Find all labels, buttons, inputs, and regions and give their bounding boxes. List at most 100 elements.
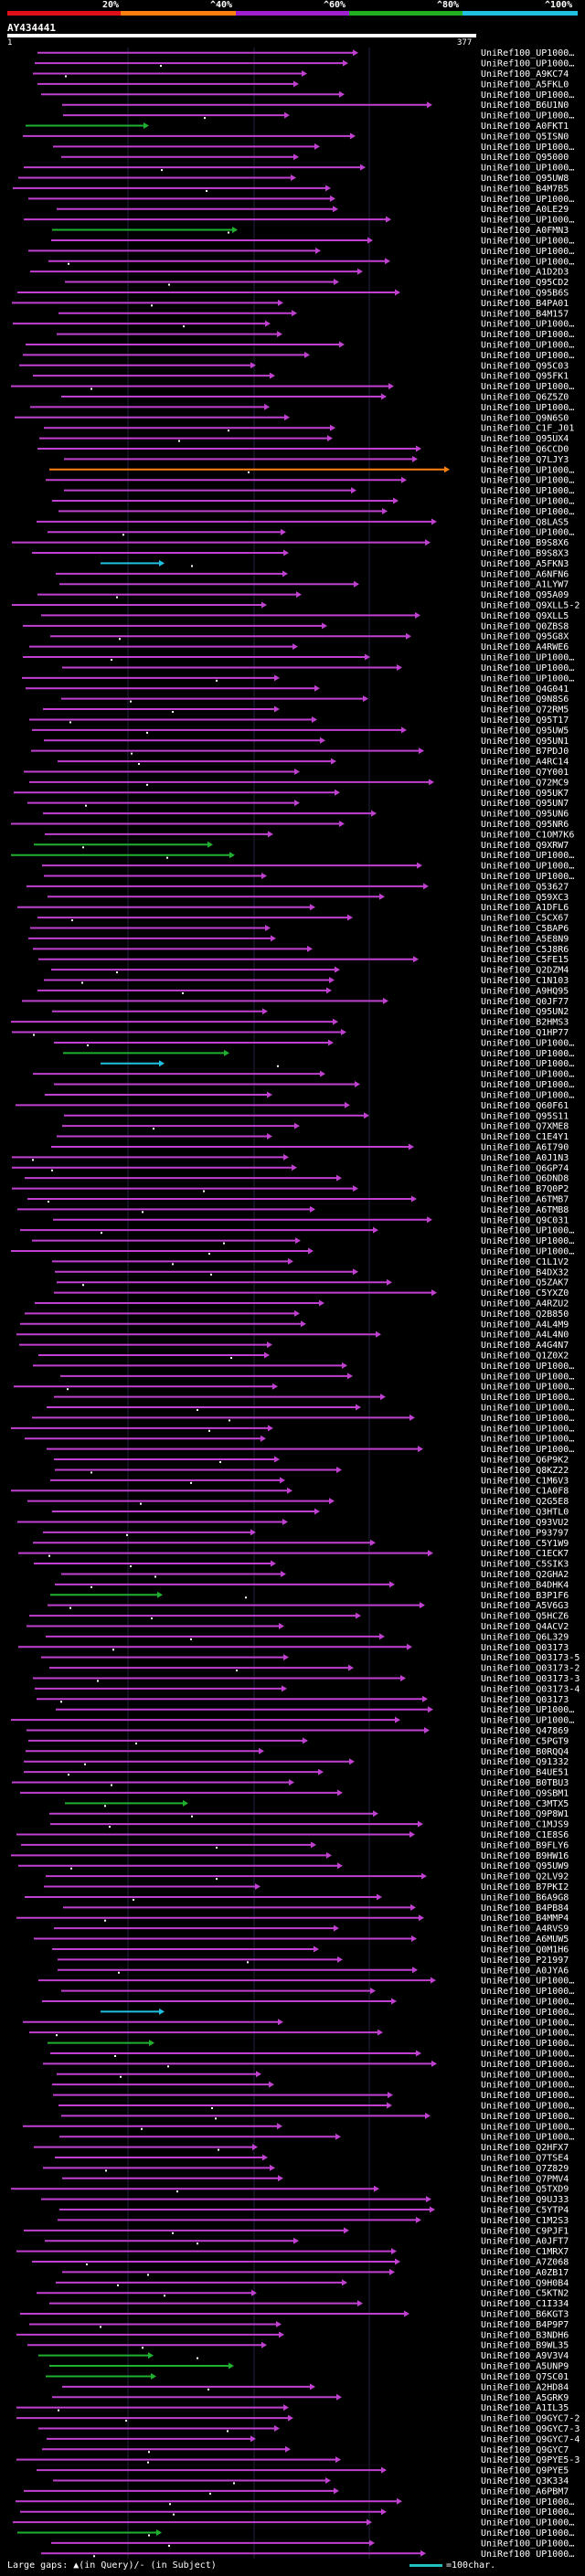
hit-label[interactable]: UniRef100_Q59XC3: [481, 893, 569, 903]
hit-label[interactable]: UniRef100_UP1000…: [481, 1705, 574, 1715]
hit-label[interactable]: UniRef100_UP1000…: [481, 2070, 574, 2080]
hit-label[interactable]: UniRef100_Q5HCZ6: [481, 1612, 569, 1622]
hit-label[interactable]: UniRef100_B9HW16: [481, 1851, 569, 1861]
hit-label[interactable]: UniRef100_UP1000…: [481, 2112, 574, 2122]
hit-label[interactable]: UniRef100_Q95NR6: [481, 820, 569, 830]
hit-label[interactable]: UniRef100_C5YXZ0: [481, 1288, 569, 1299]
hit-label[interactable]: UniRef100_Q95UN2: [481, 1007, 569, 1017]
hit-label[interactable]: UniRef100_UP1000…: [481, 1414, 574, 1424]
hit-label[interactable]: UniRef100_Q9C031: [481, 1215, 569, 1225]
hit-label[interactable]: UniRef100_A6TMB8: [481, 1205, 569, 1215]
hit-label[interactable]: UniRef100_B9S8X3: [481, 549, 569, 559]
hit-label[interactable]: UniRef100_A6NFN6: [481, 569, 569, 579]
hit-label[interactable]: UniRef100_Q03173-2: [481, 1664, 580, 1674]
hit-label[interactable]: UniRef100_B7PDJ0: [481, 747, 569, 757]
hit-label[interactable]: UniRef100_B4M7B5: [481, 184, 569, 194]
hit-label[interactable]: UniRef100_Q9N6S0: [481, 413, 569, 423]
hit-label[interactable]: UniRef100_Q95A09: [481, 590, 569, 600]
hit-label[interactable]: UniRef100_Q6CCD0: [481, 444, 569, 454]
hit-label[interactable]: UniRef100_A5V6G3: [481, 1601, 569, 1611]
hit-label[interactable]: UniRef100_UP1000…: [481, 2101, 574, 2111]
hit-label[interactable]: UniRef100_A5FKN3: [481, 559, 569, 569]
hit-label[interactable]: UniRef100_Q7TSE4: [481, 2154, 569, 2164]
hit-label[interactable]: UniRef100_C5PGT9: [481, 1736, 569, 1746]
hit-label[interactable]: UniRef100_Q4G041: [481, 684, 569, 694]
hit-label[interactable]: UniRef100_Q95CD2: [481, 278, 569, 288]
hit-label[interactable]: UniRef100_Q2DZM4: [481, 966, 569, 976]
hit-label[interactable]: UniRef100_A4G4N7: [481, 1341, 569, 1351]
hit-label[interactable]: UniRef100_Q95UW9: [481, 1861, 569, 1871]
hit-label[interactable]: UniRef100_Q5ISN0: [481, 132, 569, 142]
hit-label[interactable]: UniRef100_B3NDH6: [481, 2330, 569, 2340]
hit-label[interactable]: UniRef100_B9FLY6: [481, 1840, 569, 1850]
hit-label[interactable]: UniRef100_C1M2S3: [481, 2216, 569, 2226]
hit-label[interactable]: UniRef100_A5FKL0: [481, 80, 569, 90]
hit-label[interactable]: UniRef100_B4DX32: [481, 1267, 569, 1277]
hit-label[interactable]: UniRef100_Q9XLL5-2: [481, 601, 580, 611]
hit-label[interactable]: UniRef100_Q95T17: [481, 716, 569, 726]
hit-label[interactable]: UniRef100_UP1000…: [481, 111, 574, 122]
hit-label[interactable]: UniRef100_C1OM7K6: [481, 830, 574, 840]
hit-label[interactable]: UniRef100_Q6GP74: [481, 1163, 569, 1173]
hit-label[interactable]: UniRef100_UP1000…: [481, 2049, 574, 2059]
hit-label[interactable]: UniRef100_UP1000…: [481, 330, 574, 340]
hit-label[interactable]: UniRef100_Q95000: [481, 153, 569, 163]
hit-label[interactable]: UniRef100_A6PBM7: [481, 2486, 569, 2496]
hit-label[interactable]: UniRef100_UP1000…: [481, 1372, 574, 1382]
hit-label[interactable]: UniRef100_A9KC74: [481, 69, 569, 80]
hit-label[interactable]: UniRef100_Q7LJY3: [481, 455, 569, 465]
hit-label[interactable]: UniRef100_A1LYW7: [481, 580, 569, 590]
hit-label[interactable]: UniRef100_UP1000…: [481, 1049, 574, 1059]
hit-label[interactable]: UniRef100_Q53627: [481, 882, 569, 892]
hit-label[interactable]: UniRef100_Q03173: [481, 1695, 569, 1705]
hit-label[interactable]: UniRef100_P93797: [481, 1528, 569, 1538]
hit-label[interactable]: UniRef100_UP1000…: [481, 673, 574, 684]
hit-label[interactable]: UniRef100_UP1000…: [481, 1393, 574, 1403]
hit-label[interactable]: UniRef100_Q60F61: [481, 1101, 569, 1111]
hit-label[interactable]: UniRef100_A0LE29: [481, 205, 569, 215]
hit-label[interactable]: UniRef100_Q1HP77: [481, 1028, 569, 1038]
hit-label[interactable]: UniRef100_C1N103: [481, 976, 569, 986]
hit-label[interactable]: UniRef100_C5BAP6: [481, 924, 569, 934]
hit-label[interactable]: UniRef100_B0RQQ4: [481, 1747, 569, 1757]
hit-label[interactable]: UniRef100_C9PJF1: [481, 2226, 569, 2236]
hit-label[interactable]: UniRef100_UP1000…: [481, 2507, 574, 2518]
hit-label[interactable]: UniRef100_Q93VU2: [481, 1518, 569, 1528]
hit-label[interactable]: UniRef100_UP1000…: [481, 851, 574, 861]
hit-label[interactable]: UniRef100_C5KTN2: [481, 2289, 569, 2299]
hit-label[interactable]: UniRef100_UP1000…: [481, 1070, 574, 1080]
hit-label[interactable]: UniRef100_Q3HTL0: [481, 1508, 569, 1518]
hit-label[interactable]: UniRef100_A6I790: [481, 1142, 569, 1152]
hit-label[interactable]: UniRef100_Q72MC9: [481, 778, 569, 788]
hit-label[interactable]: UniRef100_Q1Z0X2: [481, 1352, 569, 1362]
hit-label[interactable]: UniRef100_Q7SC01: [481, 2372, 569, 2382]
hit-label[interactable]: UniRef100_A0ZB17: [481, 2268, 569, 2278]
hit-label[interactable]: UniRef100_UP1000…: [481, 320, 574, 330]
hit-label[interactable]: UniRef100_UP1000…: [481, 1977, 574, 1987]
hit-label[interactable]: UniRef100_C1L1V2: [481, 1257, 569, 1267]
hit-label[interactable]: UniRef100_C5FE15: [481, 955, 569, 965]
hit-label[interactable]: UniRef100_Q8KZ22: [481, 1466, 569, 1476]
hit-label[interactable]: UniRef100_B3P1F6: [481, 1591, 569, 1601]
hit-label[interactable]: UniRef100_C1E4Y1: [481, 1132, 569, 1142]
hit-label[interactable]: UniRef100_UP1000…: [481, 1080, 574, 1090]
hit-label[interactable]: UniRef100_A1D2D3: [481, 268, 569, 278]
hit-label[interactable]: UniRef100_UP1000…: [481, 351, 574, 361]
hit-label[interactable]: UniRef100_C1F_J01: [481, 424, 574, 434]
hit-label[interactable]: UniRef100_A6TMB7: [481, 1194, 569, 1204]
hit-label[interactable]: UniRef100_C1A0F8: [481, 1487, 569, 1497]
hit-label[interactable]: UniRef100_Q9N8S6: [481, 694, 569, 705]
hit-label[interactable]: UniRef100_Q95S11: [481, 1111, 569, 1121]
hit-label[interactable]: UniRef100_Q7Z829: [481, 2164, 569, 2174]
hit-label[interactable]: UniRef100_UP1000…: [481, 216, 574, 226]
hit-label[interactable]: UniRef100_UP1000…: [481, 1435, 574, 1445]
hit-label[interactable]: UniRef100_UP1000…: [481, 2518, 574, 2528]
hit-label[interactable]: UniRef100_C5YTP4: [481, 2206, 569, 2216]
hit-label[interactable]: UniRef100_P21997: [481, 1956, 569, 1966]
hit-label[interactable]: UniRef100_UP1000…: [481, 1226, 574, 1236]
hit-label[interactable]: UniRef100_Q0M1H6: [481, 1945, 569, 1955]
hit-label[interactable]: UniRef100_UP1000…: [481, 507, 574, 517]
hit-label[interactable]: UniRef100_Q95G8X: [481, 632, 569, 642]
hit-label[interactable]: UniRef100_C1E8S6: [481, 1830, 569, 1840]
hit-label[interactable]: UniRef100_UP1000…: [481, 663, 574, 673]
